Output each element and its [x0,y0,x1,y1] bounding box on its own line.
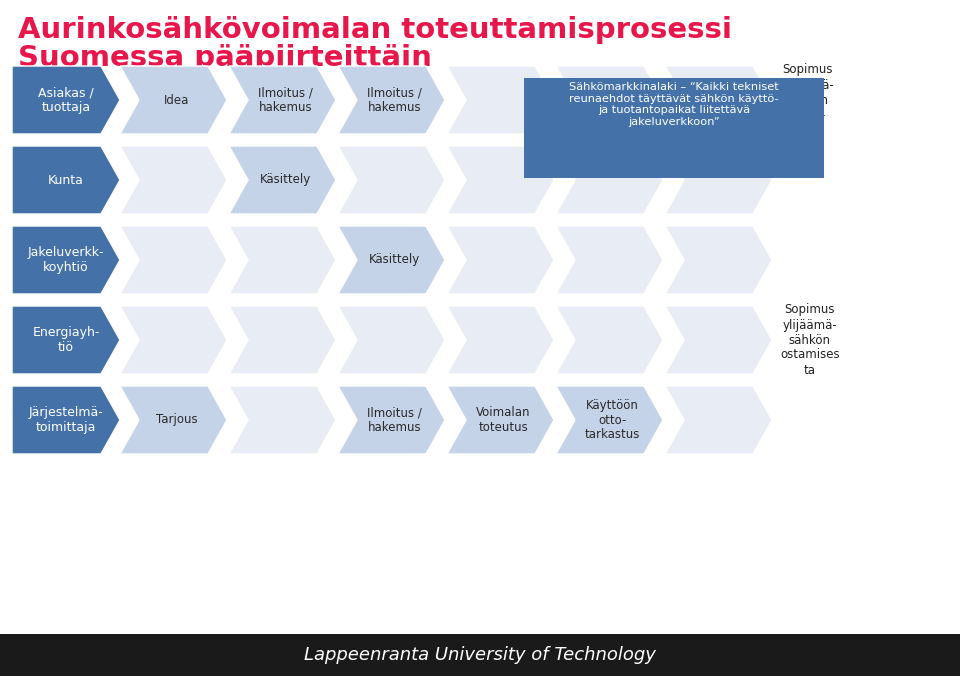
Polygon shape [229,146,336,214]
Polygon shape [120,306,227,374]
Text: Asiakas /
tuottaja: Asiakas / tuottaja [38,86,94,114]
Polygon shape [665,386,772,454]
Polygon shape [338,306,445,374]
Text: Käsittely: Käsittely [369,254,420,266]
Polygon shape [120,226,227,294]
Polygon shape [447,306,554,374]
FancyBboxPatch shape [524,78,824,178]
Polygon shape [665,306,772,374]
Text: Sopimus
ylijäämä-
sähkön
ostamises
ta: Sopimus ylijäämä- sähkön ostamises ta [780,304,840,377]
Polygon shape [338,226,445,294]
Text: Jakeluverkk-
koyhtiö: Jakeluverkk- koyhtiö [28,246,105,274]
Polygon shape [12,226,120,294]
Text: Ilmoitus /
hakemus: Ilmoitus / hakemus [367,406,421,434]
Text: Idea: Idea [163,93,189,107]
Polygon shape [338,146,445,214]
Polygon shape [665,146,772,214]
Text: Käsittely: Käsittely [260,174,311,187]
Polygon shape [447,386,554,454]
Polygon shape [229,306,336,374]
Polygon shape [229,226,336,294]
Polygon shape [229,386,336,454]
Text: Lappeenranta University of Technology: Lappeenranta University of Technology [304,646,656,664]
Polygon shape [120,66,227,134]
Polygon shape [447,146,554,214]
Text: Kunta: Kunta [48,174,84,187]
Text: Sopimus
ylijäämä-
sähkön
myyn-
nistä: Sopimus ylijäämä- sähkön myyn- nistä [780,64,835,137]
Polygon shape [12,386,120,454]
Polygon shape [556,66,663,134]
Polygon shape [12,146,120,214]
Polygon shape [665,66,772,134]
FancyBboxPatch shape [0,634,960,676]
Polygon shape [12,66,120,134]
Text: Aurinkosähkövoimalan toteuttamisprosessi: Aurinkosähkövoimalan toteuttamisprosessi [18,16,732,44]
Text: Ilmoitus /
hakemus: Ilmoitus / hakemus [367,86,421,114]
Polygon shape [12,306,120,374]
Text: Voimalan
toteutus: Voimalan toteutus [476,406,531,434]
Polygon shape [556,226,663,294]
Text: Tarjous: Tarjous [156,414,197,427]
Text: Energiayh-
tiö: Energiayh- tiö [33,326,100,354]
Polygon shape [665,226,772,294]
Text: Sähkömarkkinalaki – “Kaikki tekniset
reunaehdot täyttävät sähkön käyttö-
ja tuot: Sähkömarkkinalaki – “Kaikki tekniset reu… [569,82,779,127]
Polygon shape [447,226,554,294]
Polygon shape [120,386,227,454]
Polygon shape [120,146,227,214]
Polygon shape [447,66,554,134]
Text: Järjestelmä-
toimittaja: Järjestelmä- toimittaja [29,406,104,434]
Text: Käyttöön
otto-
tarkastus: Käyttöön otto- tarkastus [585,398,640,441]
Polygon shape [556,386,663,454]
Text: Ilmoitus /
hakemus: Ilmoitus / hakemus [258,86,313,114]
Polygon shape [229,66,336,134]
Text: Suomessa pääpiirteittäin: Suomessa pääpiirteittäin [18,44,432,72]
Polygon shape [338,66,445,134]
Polygon shape [556,306,663,374]
Polygon shape [338,386,445,454]
Polygon shape [556,146,663,214]
